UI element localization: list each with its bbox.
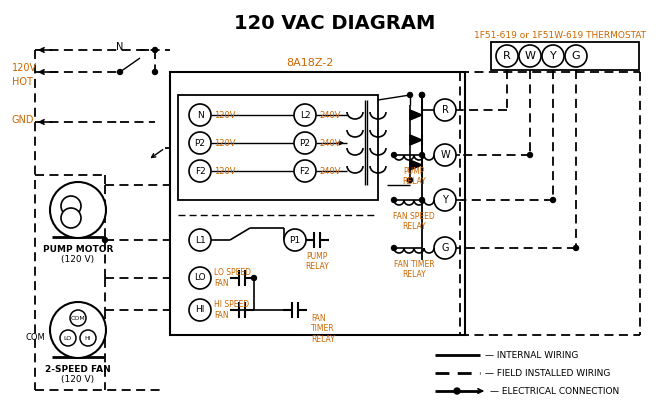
Text: 120V: 120V [12,63,37,73]
Circle shape [153,70,157,75]
Text: GND: GND [12,115,34,125]
Polygon shape [410,110,422,120]
Text: W: W [525,51,535,61]
Text: FAN
TIMER
RELAY: FAN TIMER RELAY [311,314,335,344]
Text: 240V: 240V [319,139,340,147]
Circle shape [70,310,86,326]
Circle shape [434,189,456,211]
Circle shape [50,302,106,358]
Text: PUMP
RELAY: PUMP RELAY [402,167,426,186]
Text: L1: L1 [194,235,206,245]
Bar [491,42,639,70]
Circle shape [419,153,425,158]
Circle shape [419,93,425,98]
Circle shape [454,388,460,394]
Circle shape [153,47,157,52]
Circle shape [542,45,564,67]
Circle shape [496,45,518,67]
Text: COM: COM [70,316,85,321]
Circle shape [565,45,587,67]
Circle shape [574,246,578,251]
Text: HI SPEED
FAN: HI SPEED FAN [214,300,249,320]
Text: 240V: 240V [319,166,340,176]
Text: W: W [440,150,450,160]
Text: 120 VAC DIAGRAM: 120 VAC DIAGRAM [234,14,436,33]
Text: 8A18Z-2: 8A18Z-2 [286,58,334,68]
Circle shape [391,197,397,202]
Circle shape [407,93,413,98]
Circle shape [434,144,456,166]
Text: 240V: 240V [319,111,340,119]
Text: — FIELD INSTALLED WIRING: — FIELD INSTALLED WIRING [485,368,610,378]
Polygon shape [410,160,422,170]
Text: 1F51-619 or 1F51W-619 THERMOSTAT: 1F51-619 or 1F51W-619 THERMOSTAT [474,31,646,39]
Circle shape [80,330,96,346]
Text: PUMP
RELAY: PUMP RELAY [305,252,329,272]
Circle shape [407,178,413,183]
Circle shape [61,196,81,216]
Circle shape [50,182,106,238]
Text: 120V: 120V [214,166,235,176]
Text: 2-SPEED FAN: 2-SPEED FAN [45,365,111,374]
Text: FAN SPEED
RELAY: FAN SPEED RELAY [393,212,435,231]
Text: R: R [503,51,511,61]
Circle shape [419,197,425,202]
Circle shape [391,153,397,158]
Circle shape [103,238,107,243]
Circle shape [294,132,316,154]
Bar [170,72,465,335]
Text: FAN TIMER
RELAY: FAN TIMER RELAY [394,260,434,279]
Text: P2: P2 [299,139,310,147]
Circle shape [284,229,306,251]
Text: N: N [117,42,124,52]
Text: P1: P1 [289,235,301,245]
Bar [178,95,378,200]
Circle shape [294,160,316,182]
Polygon shape [410,135,422,145]
Circle shape [391,246,397,251]
Text: LO SPEED
FAN: LO SPEED FAN [214,268,251,288]
Text: N: N [196,111,204,119]
Text: COM: COM [25,334,45,342]
Circle shape [527,153,533,158]
Circle shape [434,99,456,121]
Circle shape [60,330,76,346]
Circle shape [434,237,456,259]
Circle shape [189,104,211,126]
Text: G: G [572,51,580,61]
Text: (120 V): (120 V) [62,255,94,264]
Circle shape [189,132,211,154]
Circle shape [251,276,257,280]
Circle shape [61,208,81,228]
Text: L2: L2 [299,111,310,119]
Text: 120V: 120V [214,139,235,147]
Text: HOT: HOT [12,77,33,87]
Circle shape [189,267,211,289]
Text: (120 V): (120 V) [62,375,94,384]
Circle shape [419,93,425,98]
Text: Y: Y [549,51,556,61]
Text: HI: HI [84,336,91,341]
Text: — INTERNAL WIRING: — INTERNAL WIRING [485,351,578,360]
Text: — ELECTRICAL CONNECTION: — ELECTRICAL CONNECTION [490,386,619,396]
Text: HI: HI [196,305,205,315]
Text: PUMP MOTOR: PUMP MOTOR [43,245,113,254]
Circle shape [294,104,316,126]
Circle shape [189,160,211,182]
Circle shape [189,229,211,251]
Text: G: G [442,243,449,253]
Text: F2: F2 [194,166,206,176]
Text: LO: LO [194,274,206,282]
Circle shape [551,197,555,202]
Text: F2: F2 [299,166,310,176]
Text: LO: LO [64,336,72,341]
Circle shape [189,299,211,321]
Text: R: R [442,105,448,115]
Text: P2: P2 [194,139,206,147]
Text: 120V: 120V [214,111,235,119]
Circle shape [519,45,541,67]
Text: Y: Y [442,195,448,205]
Circle shape [117,70,123,75]
